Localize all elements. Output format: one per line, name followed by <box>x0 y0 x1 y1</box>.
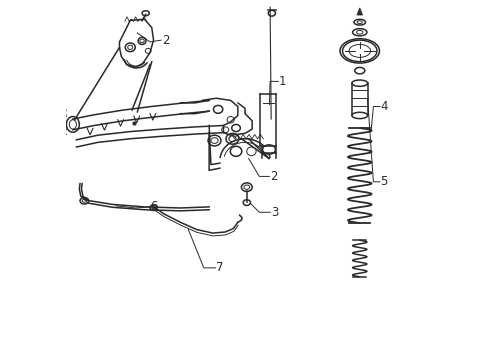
Ellipse shape <box>242 183 252 192</box>
Ellipse shape <box>67 117 79 132</box>
Ellipse shape <box>80 198 89 204</box>
Text: 5: 5 <box>381 175 388 188</box>
Text: 1: 1 <box>279 75 287 88</box>
Text: 2: 2 <box>162 33 170 47</box>
Text: 2: 2 <box>270 170 278 183</box>
Text: 6: 6 <box>150 201 157 213</box>
Ellipse shape <box>243 200 250 206</box>
Text: 4: 4 <box>381 100 388 113</box>
Ellipse shape <box>269 10 275 16</box>
Ellipse shape <box>352 80 368 86</box>
Ellipse shape <box>226 134 239 144</box>
Ellipse shape <box>208 135 221 146</box>
Ellipse shape <box>352 112 368 118</box>
Ellipse shape <box>263 145 275 154</box>
Polygon shape <box>357 8 363 15</box>
Text: 3: 3 <box>271 206 278 219</box>
Ellipse shape <box>343 40 377 62</box>
Ellipse shape <box>150 205 157 211</box>
Text: 7: 7 <box>216 261 224 274</box>
